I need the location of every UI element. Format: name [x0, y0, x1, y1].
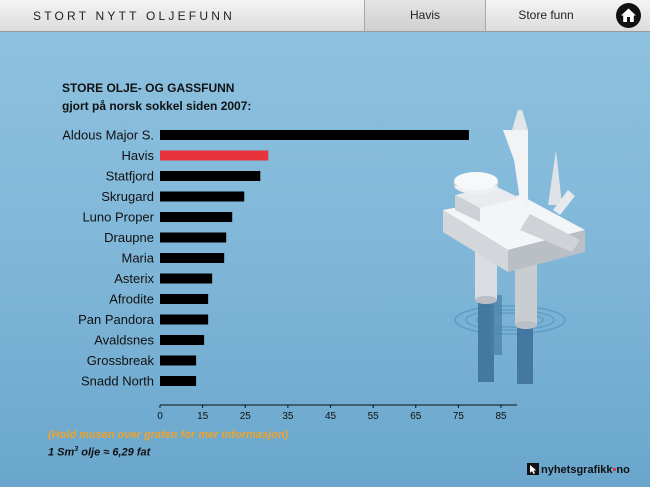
bar-asterix[interactable]: [160, 273, 213, 284]
cursor-icon: [527, 463, 539, 475]
bar-snadd-north[interactable]: [160, 376, 197, 386]
x-tick-label: 65: [410, 411, 422, 422]
bar-luno-proper[interactable]: [160, 212, 233, 222]
x-tick-label: 45: [325, 411, 337, 422]
category-label: Avaldsnes: [94, 333, 154, 348]
category-label: Skrugard: [101, 189, 154, 204]
tab-havis[interactable]: Havis: [364, 0, 485, 31]
category-label: Grossbreak: [87, 353, 155, 368]
category-label: Snadd North: [81, 374, 154, 389]
bar-aldous-major-s[interactable]: [160, 130, 469, 140]
bar-grossbreak[interactable]: [160, 355, 197, 366]
oil-platform-illustration: [443, 110, 585, 384]
x-tick-label: 35: [282, 411, 294, 422]
bar-skrugard[interactable]: [160, 191, 245, 202]
bar-afrodite[interactable]: [160, 294, 209, 304]
x-tick-label: 25: [240, 411, 252, 422]
x-tick-label: 15: [197, 411, 209, 422]
category-label: Statfjord: [106, 169, 154, 184]
home-icon: [621, 8, 636, 22]
category-label: Maria: [121, 251, 154, 266]
bar-havis[interactable]: [160, 150, 269, 161]
tab-store-funn[interactable]: Store funn: [485, 0, 606, 31]
brand-logo[interactable]: nyhetsgrafikk•no: [527, 463, 630, 476]
x-tick-label: 0: [157, 411, 163, 422]
category-label: Havis: [121, 148, 154, 163]
bar-pan-pandora[interactable]: [160, 314, 209, 325]
category-label: Aldous Major S.: [62, 128, 154, 143]
category-label: Asterix: [114, 271, 154, 286]
hover-hint: (Hold musen over grafen for mer informas…: [48, 429, 289, 441]
category-label: Draupne: [104, 230, 154, 245]
conversion-note: 1 Sm3 olje ≈ 6,29 fat: [48, 446, 151, 459]
x-tick-label: 85: [495, 411, 507, 422]
category-label: Pan Pandora: [78, 312, 155, 327]
home-button[interactable]: [616, 3, 641, 28]
chart-title: STORE OLJE- OG GASSFUNN: [62, 81, 235, 95]
bar-draupne[interactable]: [160, 232, 227, 243]
category-label: Luno Proper: [82, 210, 154, 225]
chart-subtitle: gjort på norsk sokkel siden 2007:: [62, 99, 252, 113]
bar-maria[interactable]: [160, 253, 225, 263]
bar-statfjord[interactable]: [160, 171, 261, 181]
bar-avaldsnes[interactable]: [160, 335, 205, 345]
x-tick-label: 75: [453, 411, 465, 422]
x-tick-label: 55: [368, 411, 380, 422]
app-title: STORT NYTT OLJEFUNN: [33, 9, 235, 23]
top-bar: STORT NYTT OLJEFUNN Havis Store funn: [0, 0, 650, 32]
category-label: Afrodite: [109, 292, 154, 307]
